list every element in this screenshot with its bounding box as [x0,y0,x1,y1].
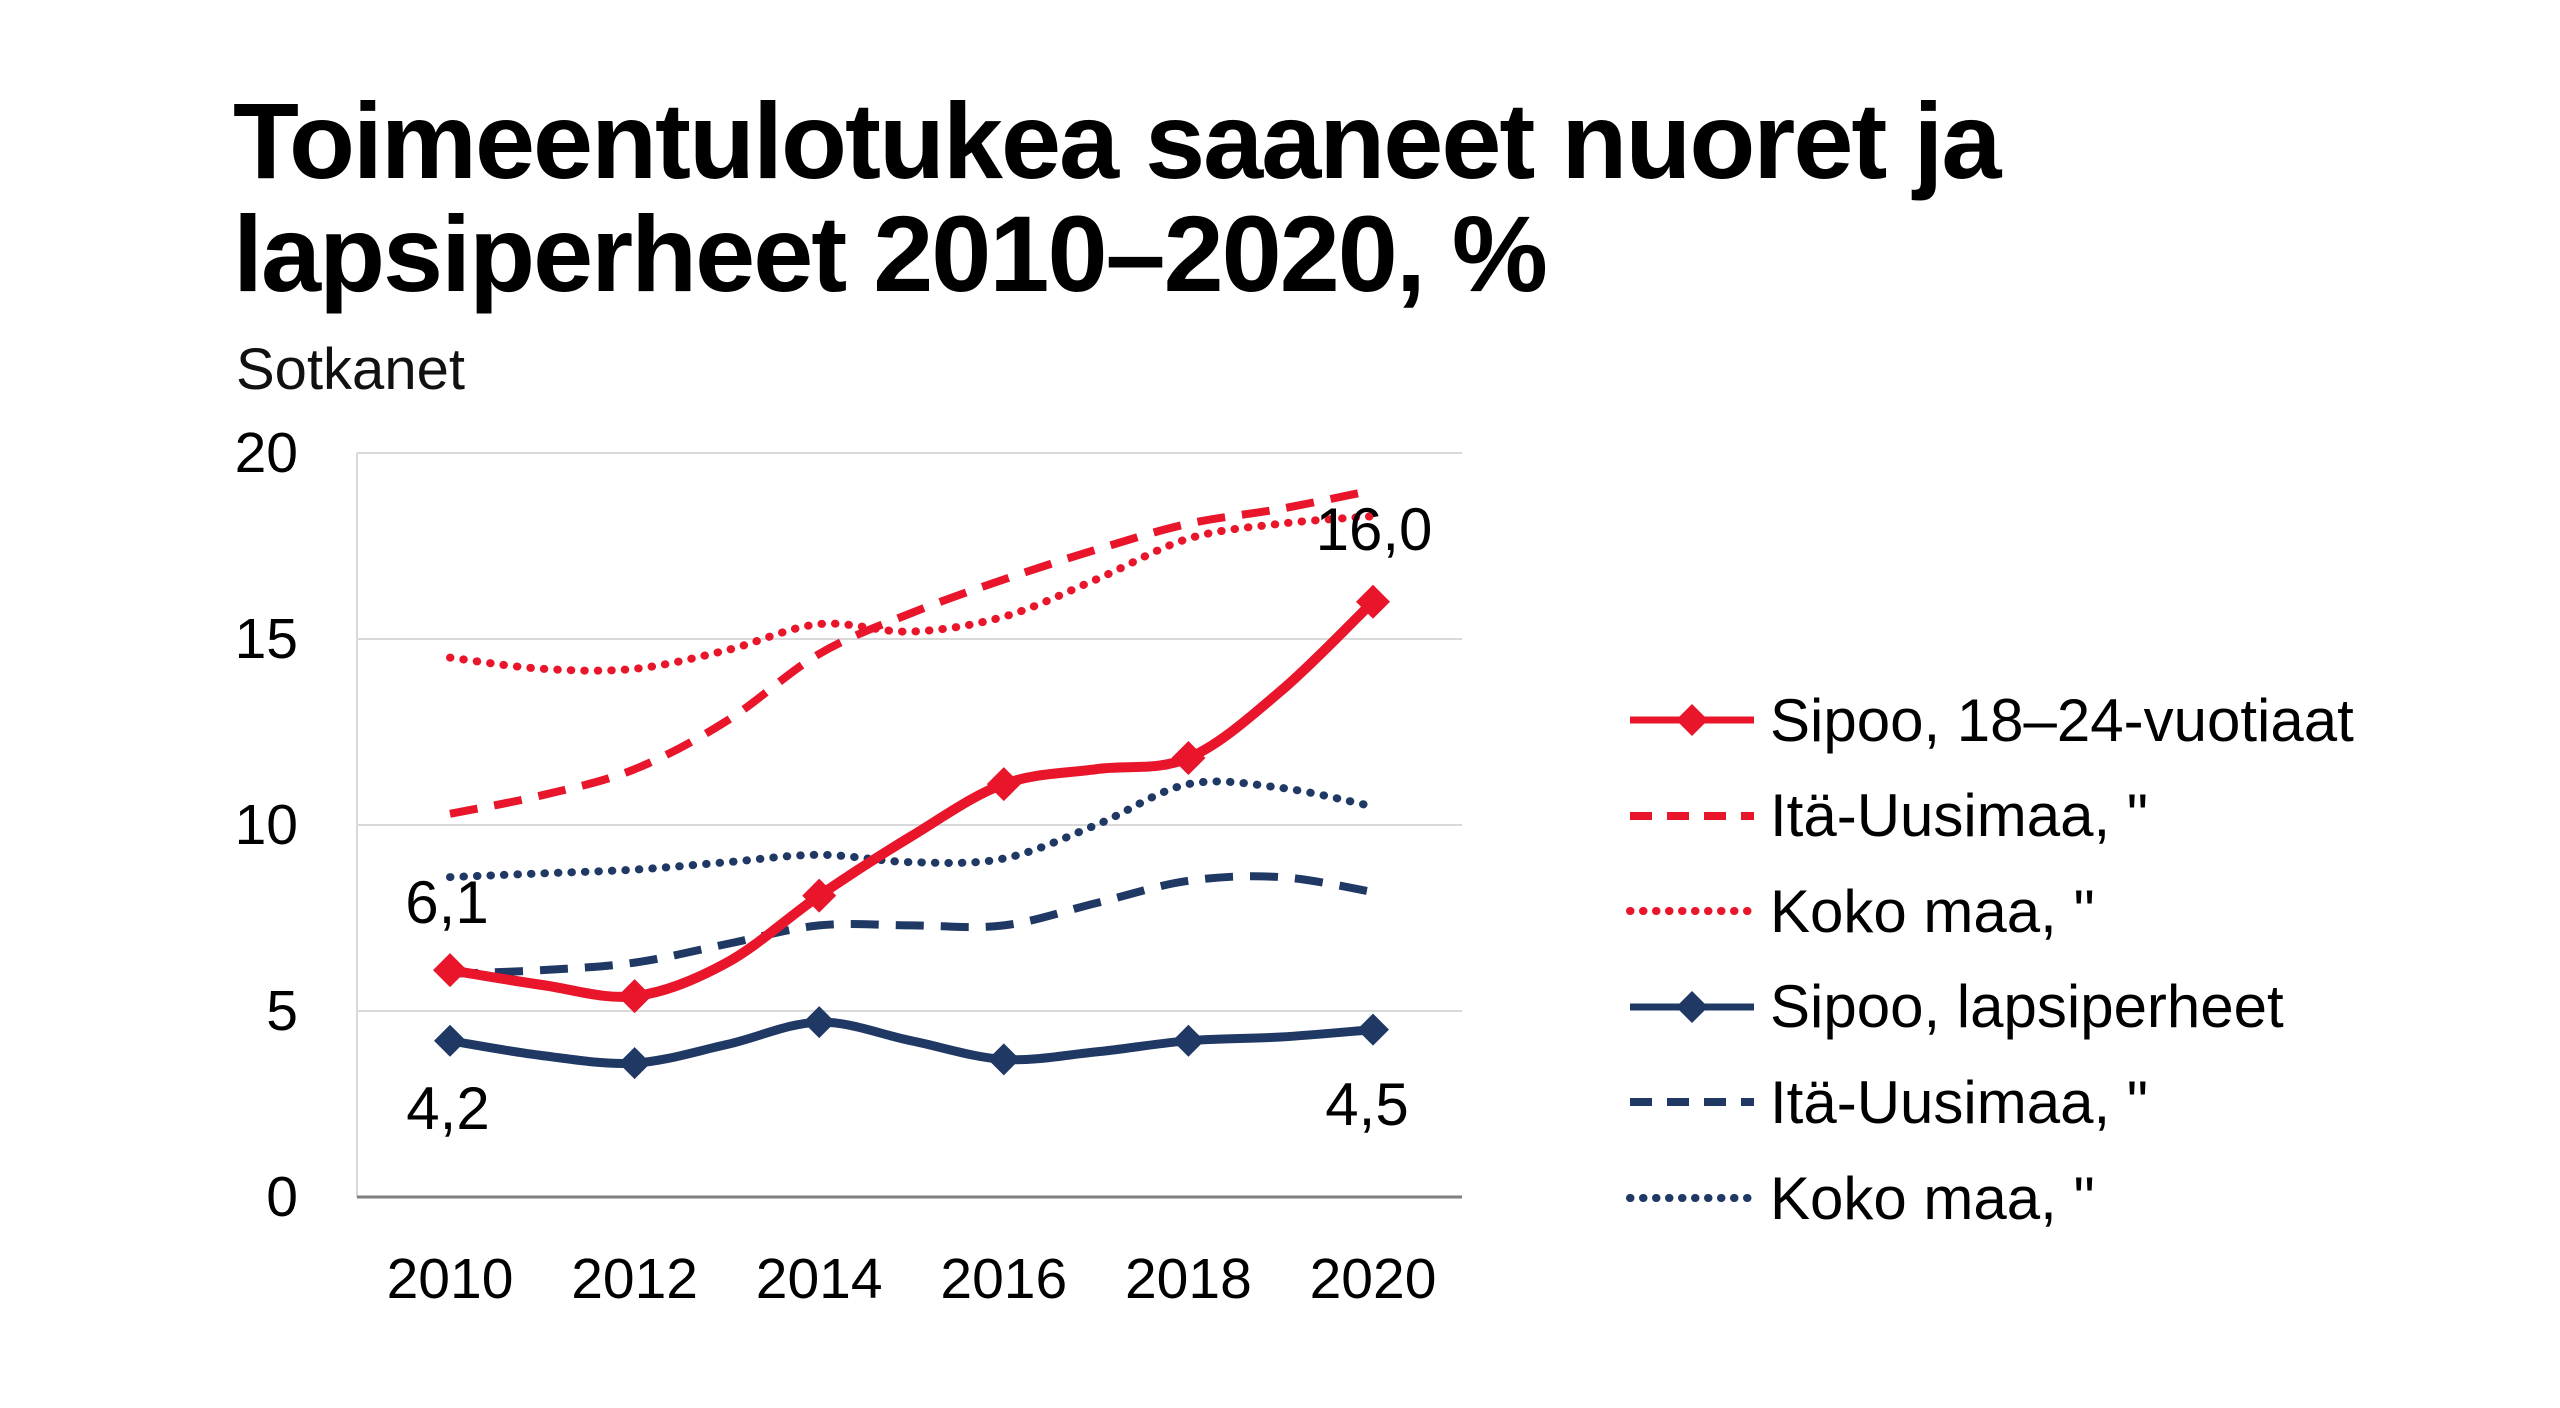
y-tick-label-0: 0 [266,1165,298,1229]
chart-title-line1: Toimeentulotukea saaneet nuoret ja [233,80,2001,201]
series-marker-sipoo-lapsiperheet-2012 [618,1047,651,1080]
chart-title: Toimeentulotukea saaneet nuoret ja lapsi… [233,80,2001,314]
chart-title-line2: lapsiperheet 2010–2020, % [233,193,1548,314]
series-marker-sipoo-18-24-vuotiaat-2010 [433,953,467,988]
data-label-4-5: 4,5 [1325,1070,1409,1138]
x-tick-label-2012: 2012 [571,1247,698,1311]
series-marker-sipoo-18-24-vuotiaat-2014 [802,878,837,913]
series-line-it-uusimaa-navy [449,872,1374,978]
data-label-6-1: 6,1 [405,869,489,937]
x-tick-label-2016: 2016 [940,1247,1068,1311]
y-tick-label-10: 10 [234,793,298,857]
x-tick-label-2020: 2020 [1309,1247,1437,1311]
series-line-koko-maa-red [446,512,1377,675]
y-tick-label-15: 15 [234,607,298,671]
legend-label: Sipoo, 18–24-vuotiaat [1770,686,2354,754]
legend-item-it-uusimaa-navy: Itä-Uusimaa, " [1626,1054,2148,1150]
legend-label: Koko maa, " [1770,1164,2095,1232]
legend-label: Itä-Uusimaa, " [1770,1068,2149,1136]
legend-item-koko-maa-red: Koko maa, " [1626,863,2095,959]
series-marker-sipoo-18-24-vuotiaat-2018 [1171,741,1206,776]
legend-swatch-solid-red [1630,704,1754,736]
legend-item-sipoo-lapsiperheet-navy: Sipoo, lapsiperheet [1626,959,2284,1055]
series-marker-sipoo-lapsiperheet-2016 [987,1043,1020,1076]
x-tick-label-2010: 2010 [386,1247,514,1311]
series-marker-sipoo-lapsiperheet-2020 [1357,1013,1389,1046]
legend-label: Sipoo, lapsiperheet [1770,973,2284,1041]
series-line-it-uusimaa-red [449,486,1374,818]
series-marker-sipoo-lapsiperheet-2018 [1172,1024,1205,1057]
y-tick-label-20: 20 [234,421,298,485]
chart-source-label: Sotkanet [236,337,465,402]
legend-swatch-dashed-red [1630,811,1754,820]
series-line-koko-maa-navy [446,777,1377,882]
legend-item-koko-maa-navy: Koko maa, " [1626,1150,2095,1246]
legend-swatch-solid-navy [1630,990,1754,1023]
series-line-sipoo-18-24-vuotiaat-red [449,598,1377,1002]
series-marker-sipoo-18-24-vuotiaat-2016 [986,767,1021,802]
legend-label: Itä-Uusimaa, " [1770,782,2149,850]
series-marker-sipoo-lapsiperheet-2010 [434,1024,466,1057]
series-marker-sipoo-18-24-vuotiaat-2012 [617,979,652,1014]
data-label-4-2: 4,2 [406,1074,490,1142]
series-marker-sipoo-lapsiperheet-2014 [803,1006,836,1039]
series-marker-sipoo-18-24-vuotiaat-2020 [1356,584,1390,619]
series-line-sipoo-lapsiperheet-navy [449,1017,1374,1068]
legend-swatch-dotted-navy [1626,1194,1758,1202]
legend-item-it-uusimaa-red: Itä-Uusimaa, " [1626,768,2148,864]
legend-swatch-dotted-red [1626,907,1758,916]
legend-label: Koko maa, " [1770,877,2095,945]
legend-item-sipoo-18-24-vuotiaat-red: Sipoo, 18–24-vuotiaat [1626,672,2354,768]
y-tick-label-5: 5 [266,979,298,1043]
legend-swatch-dashed-navy [1630,1098,1754,1107]
x-tick-label-2018: 2018 [1124,1247,1252,1311]
x-tick-label-2014: 2014 [755,1247,883,1311]
data-label-16-0: 16,0 [1315,495,1433,563]
